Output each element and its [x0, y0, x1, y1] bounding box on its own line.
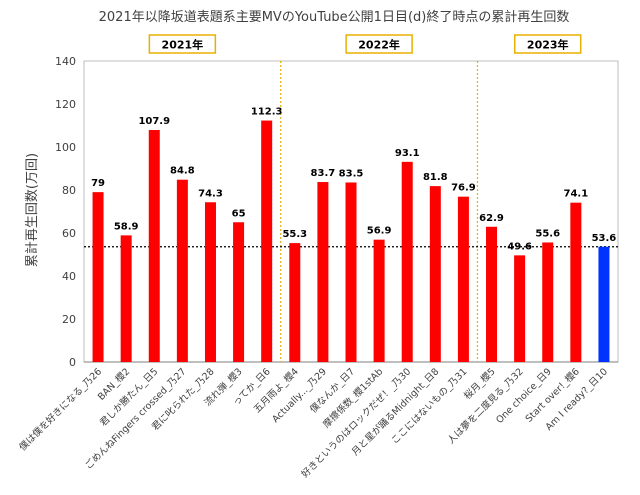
- bar: [373, 239, 385, 362]
- bar-value-label: 84.8: [170, 166, 195, 177]
- bar: [289, 243, 301, 362]
- year-group-label: 2023年: [527, 38, 569, 52]
- bar: [204, 202, 216, 362]
- bar: [176, 179, 188, 362]
- bar: [317, 182, 329, 362]
- bar-value-label: 83.5: [339, 168, 364, 179]
- bar-value-label: 55.3: [282, 229, 307, 240]
- bar: [429, 186, 441, 362]
- bar-value-label: 83.7: [311, 168, 336, 179]
- y-tick-label: 120: [55, 98, 76, 111]
- y-tick-label: 100: [55, 141, 76, 154]
- bar-value-label: 62.9: [479, 213, 504, 224]
- bar: [401, 161, 413, 362]
- y-tick-label: 40: [62, 270, 76, 283]
- bar-value-label: 79: [91, 178, 105, 189]
- bar: [148, 130, 160, 362]
- x-category-label: 僕は僕を好きになる_乃26: [17, 366, 105, 454]
- y-tick-label: 0: [69, 356, 76, 369]
- bar: [542, 242, 554, 362]
- y-tick-label: 20: [62, 313, 76, 326]
- bar-value-label: 74.3: [198, 188, 223, 199]
- bar: [486, 226, 498, 362]
- year-group-box: [148, 34, 217, 54]
- bar: [120, 235, 132, 362]
- x-category-label: ごめんねFingers crossed_乃27: [82, 366, 188, 472]
- bar-value-label: 112.3: [251, 107, 283, 118]
- bar: [598, 246, 610, 362]
- bar: [570, 202, 582, 362]
- bar: [261, 120, 273, 363]
- bar-value-label: 53.6: [592, 233, 617, 244]
- y-tick-label: 60: [62, 227, 76, 240]
- year-group-label: 2021年: [162, 38, 204, 52]
- bar: [233, 222, 245, 362]
- bar-value-label: 76.9: [451, 183, 476, 194]
- bar-value-label: 65: [232, 208, 246, 219]
- bar-value-label: 49.6: [507, 241, 532, 252]
- year-group-box: [345, 34, 413, 54]
- year-group-box: [513, 34, 582, 54]
- bar-value-label: 55.6: [535, 228, 560, 239]
- bar: [345, 182, 357, 362]
- chart-title: 2021年以降坂道表題系主要MVのYouTube公開1日目(d)終了時点の累計再…: [99, 9, 570, 25]
- bar: [457, 196, 469, 362]
- bar: [514, 255, 526, 362]
- bar-value-label: 56.9: [367, 226, 392, 237]
- bar-value-label: 81.8: [423, 172, 448, 183]
- bar-value-label: 93.1: [395, 148, 420, 159]
- bar-value-label: 58.9: [114, 221, 139, 232]
- y-tick-label: 80: [62, 184, 76, 197]
- y-axis-title: 累計再生回数(万回): [24, 153, 40, 267]
- bar: [92, 192, 104, 362]
- y-tick-label: 140: [55, 55, 76, 68]
- year-group-label: 2022年: [358, 38, 400, 52]
- bar-value-label: 74.1: [563, 189, 588, 200]
- bar-value-label: 107.9: [138, 116, 170, 127]
